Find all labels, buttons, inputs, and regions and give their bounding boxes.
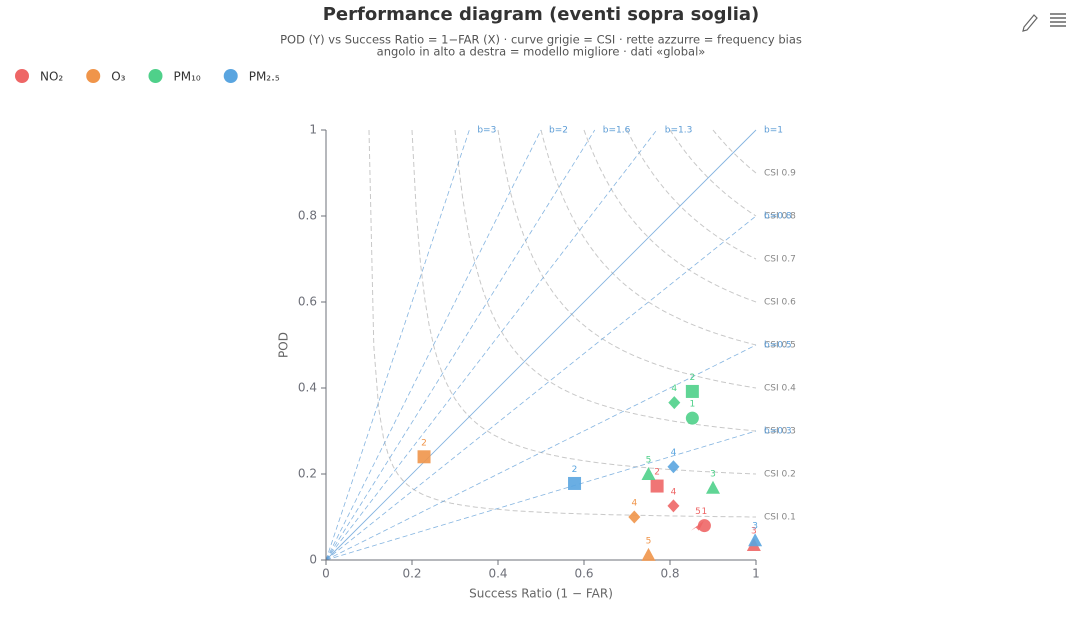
y-tick-label: 0.6: [298, 295, 317, 309]
bias-line: [325, 344, 757, 561]
point-label: 2: [421, 438, 427, 448]
bias-line: [325, 129, 470, 561]
csi-label: CSI 0.6: [764, 298, 796, 308]
legend-marker: [15, 69, 29, 83]
csi-label: CSI 0.5: [764, 341, 796, 351]
point-label: 4: [671, 487, 677, 497]
subtitle: POD (Y) vs Success Ratio = 1−FAR (X) · c…: [280, 33, 802, 47]
legend-label: O₃: [111, 70, 125, 84]
point-label: 2: [572, 465, 578, 475]
csi-label: CSI 0.1: [764, 513, 796, 523]
bias-label: b=1.6: [603, 126, 631, 136]
chart-title: Performance diagram (eventi sopra soglia…: [323, 4, 760, 25]
legend-label: PM₁₀: [174, 70, 201, 84]
point-label: 3: [710, 469, 716, 479]
csi-curve: [454, 129, 757, 432]
bias-line: [325, 430, 757, 561]
toolbox-data[interactable]: [1050, 13, 1066, 27]
y-tick-label: 0.8: [298, 209, 317, 223]
y-tick-label: 0.2: [298, 467, 317, 481]
toolbox-edit[interactable]: [1022, 14, 1038, 32]
bias-label: b=0.8: [764, 212, 792, 222]
bias-line: [325, 129, 542, 561]
point: [706, 480, 720, 494]
point: [650, 479, 664, 493]
point: [641, 547, 656, 561]
bias-label: b=1: [764, 126, 783, 136]
csi-label: CSI 0.9: [764, 169, 796, 179]
legend-marker: [86, 69, 101, 83]
y-tick-label: 0.4: [298, 381, 317, 395]
csi-label: CSI 0.3: [764, 427, 796, 437]
csi-label: CSI 0.4: [764, 384, 796, 394]
point: [417, 450, 431, 464]
point: [668, 396, 681, 410]
bias-label: b=0.5: [764, 341, 792, 351]
x-tick-label: 0.2: [402, 567, 421, 581]
csi-label: CSI 0.8: [764, 212, 796, 222]
point-label: 5: [646, 456, 652, 466]
point: [685, 411, 699, 425]
point-label: 3: [751, 526, 757, 536]
csi-curve: [368, 129, 756, 518]
legend-marker: [148, 69, 163, 83]
point: [690, 520, 704, 531]
point-label: 5: [646, 536, 652, 546]
csi-curve: [712, 129, 757, 174]
y-tick-label: 0: [309, 553, 317, 567]
point-label: 4: [631, 499, 637, 509]
csi-label: CSI 0.7: [764, 255, 796, 265]
bias-label: b=0.3: [764, 427, 792, 437]
point: [667, 460, 680, 474]
point-label: 3: [752, 522, 758, 532]
point-label: 5: [695, 507, 701, 517]
bias-label: b=3: [477, 126, 496, 136]
point-label: 2: [654, 468, 660, 478]
x-axis-label: Success Ratio (1 − FAR): [469, 587, 613, 601]
csi-label: CSI 0.2: [764, 470, 796, 480]
x-tick-label: 0.4: [488, 567, 507, 581]
point: [628, 510, 641, 524]
csi-curve: [583, 129, 757, 303]
point: [748, 533, 763, 547]
point: [667, 499, 680, 513]
x-tick-label: 1: [752, 567, 760, 581]
bias-label: b=2: [549, 126, 568, 136]
legend-label: NO₂: [40, 70, 63, 84]
csi-curve: [626, 129, 757, 260]
point: [685, 384, 699, 398]
bias-line: [325, 129, 596, 561]
point-label: 4: [671, 384, 677, 394]
y-axis-label: POD: [277, 332, 291, 358]
subtitle: angolo in alto a destra = modello miglio…: [377, 45, 706, 59]
bias-label: b=1.3: [665, 126, 693, 136]
point: [568, 476, 582, 490]
legend-label: PM₂.₅: [249, 70, 280, 84]
point-label: 1: [689, 400, 695, 410]
bias-line: [325, 129, 658, 561]
legend-marker: [223, 69, 238, 83]
point: [697, 519, 711, 533]
csi-curve: [669, 129, 757, 217]
x-tick-label: 0: [322, 567, 330, 581]
csi-curve: [540, 129, 757, 346]
bias-line: [325, 129, 757, 561]
y-tick-label: 1: [309, 123, 317, 137]
point-label: 1: [702, 507, 708, 517]
point-label: 4: [671, 448, 677, 458]
x-tick-label: 0.8: [660, 567, 679, 581]
x-tick-label: 0.6: [574, 567, 593, 581]
bias-line: [325, 215, 757, 561]
point: [641, 467, 656, 480]
point-label: 2: [689, 373, 695, 383]
